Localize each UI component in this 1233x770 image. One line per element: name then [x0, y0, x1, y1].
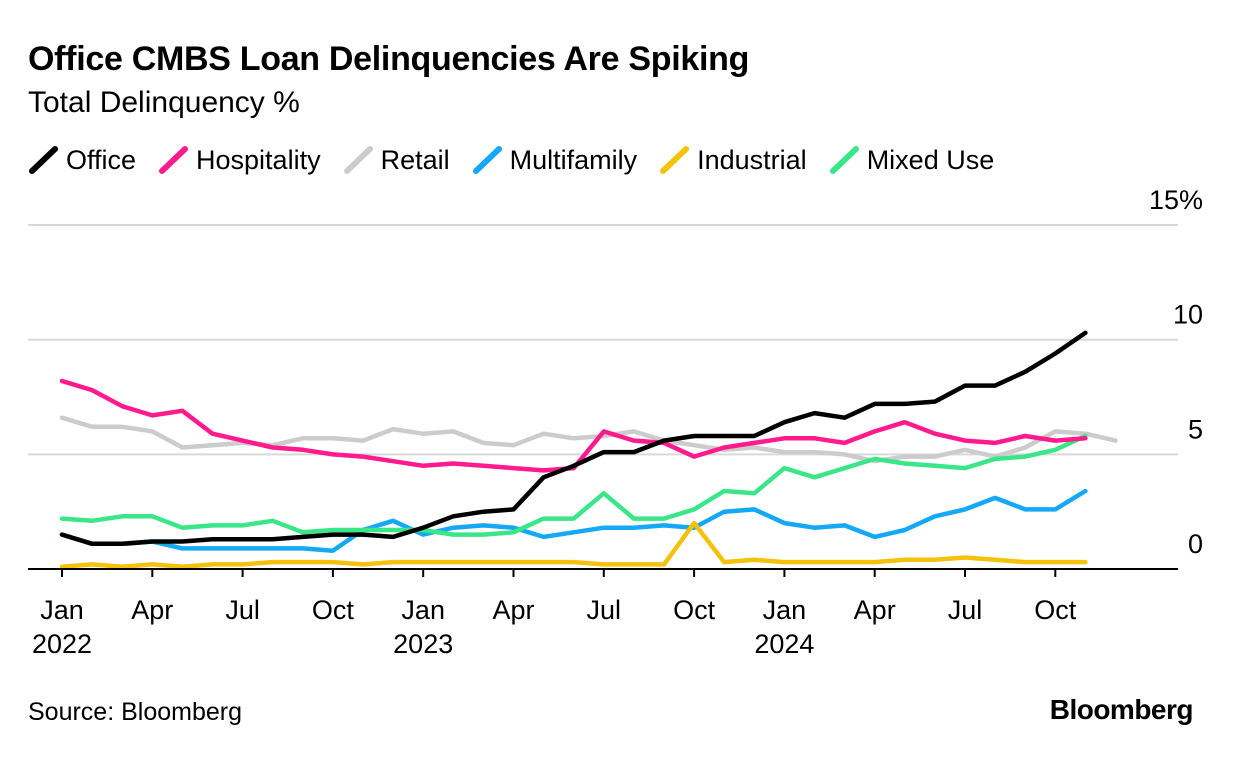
legend-label-retail: Retail: [380, 144, 450, 175]
legend: Office Hospitality Retail Multifamily In…: [28, 144, 1016, 176]
x-tick-label-15: Apr: [492, 595, 534, 625]
chart-title: Office CMBS Loan Delinquencies Are Spiki…: [28, 40, 750, 78]
x-tick-label-12: Jan: [401, 595, 445, 625]
legend-swatch-mixed-use: [829, 146, 859, 174]
x-tick-label-27: Apr: [854, 595, 896, 625]
x-tick-year-2024: 2024: [754, 629, 814, 659]
x-tick-year-2023: 2023: [393, 629, 453, 659]
chart-subtitle: Total Delinquency %: [28, 86, 300, 119]
bloomberg-logo: Bloomberg: [1049, 694, 1194, 725]
x-tick-label-21: Oct: [673, 595, 716, 625]
y-tick-label-10: 10: [1173, 300, 1203, 330]
x-tick-label-30: Jul: [948, 595, 983, 625]
series-line-industrial: [59, 520, 1088, 569]
legend-label-office: Office: [66, 144, 137, 175]
legend-label-multifamily: Multifamily: [509, 144, 638, 175]
legend-swatch-hospitality: [159, 146, 189, 174]
y-tick-label-5: 5: [1188, 414, 1203, 444]
x-tick-label-24: Jan: [763, 595, 807, 625]
x-tick-year-2022: 2022: [32, 629, 92, 659]
legend-item-multifamily: Multifamily: [472, 144, 638, 176]
y-tick-label-15: 15%: [1149, 185, 1203, 215]
series-line-multifamily: [59, 488, 1088, 553]
legend-item-retail: Retail: [343, 144, 450, 176]
legend-swatch-retail: [343, 146, 373, 174]
legend-swatch-multifamily: [472, 146, 502, 174]
series-line-office: [59, 330, 1088, 547]
x-tick-label-9: Oct: [312, 595, 355, 625]
x-tick-label-6: Jul: [225, 595, 260, 625]
legend-label-mixed-use: Mixed Use: [866, 144, 995, 175]
source-note: Source: Bloomberg: [28, 698, 243, 726]
series-line-mixed-use: [59, 433, 1088, 537]
series-line-retail: [59, 415, 1118, 464]
x-tick-label-3: Apr: [131, 595, 173, 625]
x-tick-label-0: Jan: [40, 595, 84, 625]
legend-item-mixed-use: Mixed Use: [829, 144, 995, 176]
y-tick-label-0: 0: [1188, 529, 1203, 559]
legend-item-industrial: Industrial: [659, 144, 807, 176]
legend-label-industrial: Industrial: [697, 144, 807, 175]
x-tick-label-18: Jul: [587, 595, 622, 625]
legend-item-hospitality: Hospitality: [158, 144, 321, 176]
legend-item-office: Office: [28, 144, 136, 176]
legend-swatch-office: [29, 146, 58, 174]
legend-swatch-industrial: [660, 146, 690, 174]
legend-label-hospitality: Hospitality: [196, 144, 321, 175]
x-tick-label-33: Oct: [1034, 595, 1077, 625]
